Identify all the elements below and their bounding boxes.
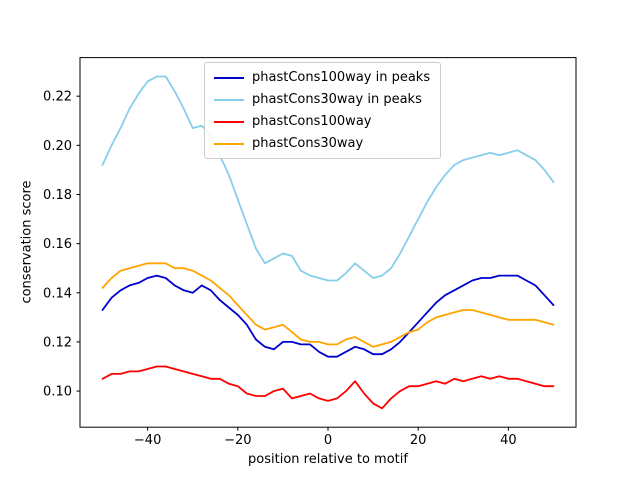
y-axis-label: conservation score — [19, 180, 35, 304]
legend-label: phastCons30way in peaks — [252, 92, 422, 107]
legend-line-swatch — [214, 120, 244, 123]
legend-label: phastCons30way — [252, 136, 364, 151]
y-tick-label: 0.18 — [43, 188, 72, 203]
legend-item: phastCons100way in peaks — [214, 70, 430, 85]
legend-line-swatch — [214, 142, 244, 145]
legend-item: phastCons30way — [214, 136, 430, 151]
y-tick-label: 0.12 — [43, 335, 72, 350]
x-axis-label: position relative to motif — [248, 452, 408, 467]
x-tick-label: 40 — [500, 433, 517, 448]
y-tick-label: 0.22 — [43, 90, 72, 105]
y-tick-label: 0.16 — [43, 237, 72, 252]
y-tick-label: 0.10 — [43, 385, 72, 400]
x-tick-label: −40 — [134, 433, 161, 448]
legend-item: phastCons30way in peaks — [214, 92, 430, 107]
x-tick-label: 20 — [410, 433, 427, 448]
legend-line-swatch — [214, 76, 244, 79]
series-line — [101, 365, 555, 410]
x-tick-label: −20 — [224, 433, 251, 448]
legend-line-swatch — [214, 98, 244, 101]
legend-item: phastCons100way — [214, 114, 430, 129]
series-line — [101, 75, 555, 282]
y-tick-label: 0.14 — [43, 286, 72, 301]
y-tick-label: 0.20 — [43, 139, 72, 154]
legend: phastCons100way in peaks phastCons30way … — [204, 62, 442, 159]
legend-label: phastCons100way — [252, 114, 372, 129]
legend-label: phastCons100way in peaks — [252, 70, 431, 85]
series-line — [101, 262, 555, 348]
x-tick-label: 0 — [324, 433, 332, 448]
series-line — [101, 274, 555, 358]
